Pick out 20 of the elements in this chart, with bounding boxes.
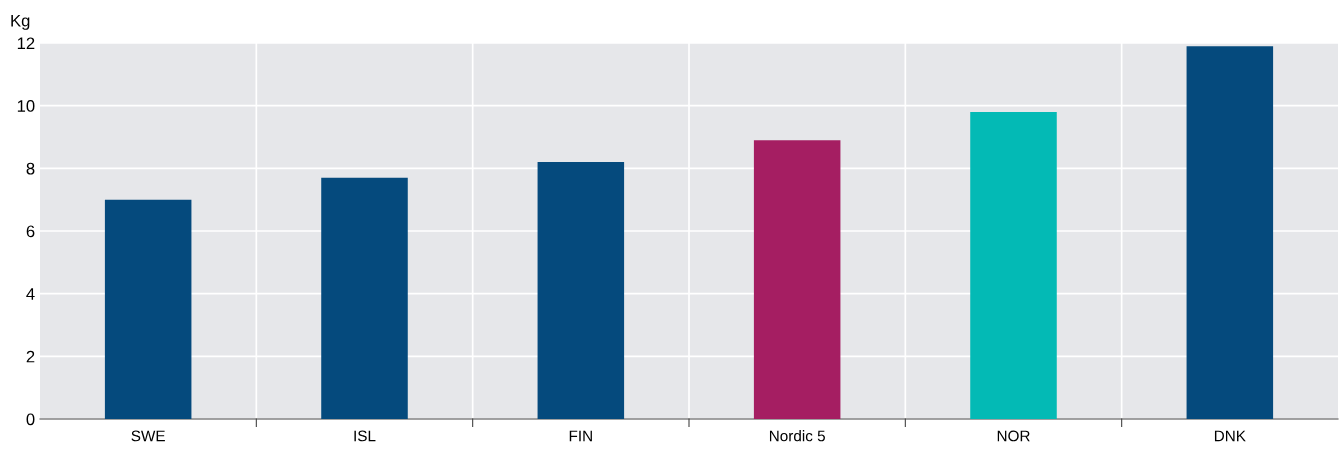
- y-tick-label: 2: [26, 350, 35, 363]
- x-tick-label: Nordic 5: [769, 430, 825, 442]
- x-tick-label: DNK: [1214, 430, 1246, 442]
- y-tick-label: 10: [17, 100, 35, 112]
- y-tick-label: 12: [17, 37, 35, 50]
- bar: [1186, 46, 1274, 419]
- bar: [537, 162, 625, 419]
- x-tick-label: FIN: [569, 430, 592, 442]
- y-tick-label: 6: [26, 225, 35, 238]
- bar: [970, 111, 1057, 419]
- bar: [321, 177, 408, 419]
- y-axis-title: Kg: [11, 14, 30, 30]
- y-tick-label: 0: [26, 413, 35, 426]
- x-tick-label: NOR: [997, 430, 1030, 442]
- x-tick-label: ISL: [354, 430, 376, 442]
- x-tick-label: SWE: [131, 430, 165, 442]
- bar: [753, 140, 841, 419]
- y-tick-label: 4: [26, 288, 35, 300]
- y-tick-label: 8: [26, 162, 35, 175]
- bar: [104, 199, 192, 419]
